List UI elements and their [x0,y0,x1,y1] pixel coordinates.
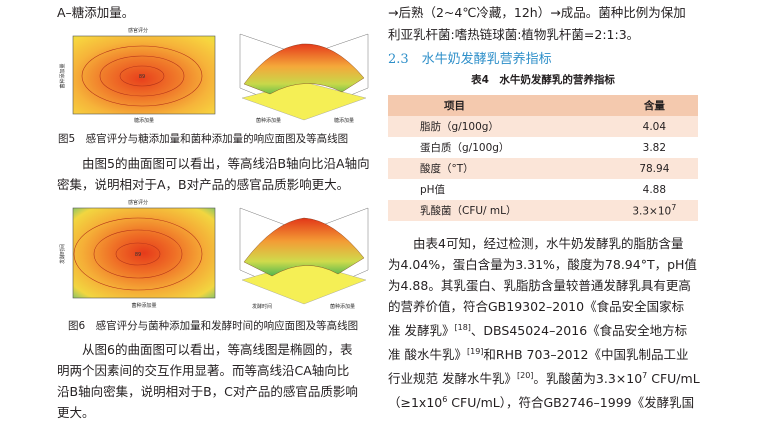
contour-center-value: 89 [135,252,141,258]
text-line: A–糖添加量。 [57,5,135,20]
figure-5-caption: 图5 感官评分与糖添加量和菌种添加量的响应面图及等高线图 [58,133,349,145]
value-exponent: 7 [671,203,677,213]
table-cell: 脂肪（g/100g） [388,116,611,137]
exponent: 7 [642,371,648,381]
text-line: （≥1x106 CFU/mL），符合GB2746–1999《发酵乳国 [388,395,695,411]
surface-ylabel: 糖添加量 [334,117,354,124]
table-cell: 酸度（°T） [388,158,611,179]
response-surface [243,43,365,95]
contour-ylabel: 发酵时间 [59,244,66,264]
nutrition-table: 项目 含量 脂肪（g/100g） 4.04 蛋白质（g/100g） 3.82 酸… [388,95,698,221]
contour-line [119,65,165,87]
table-cell: 3.3×107 [610,200,698,221]
table-cell: 4.04 [610,116,698,137]
contour-area [73,208,215,298]
text-line: 利亚乳杆菌:嗜热链球菌:植物乳杆菌=2:1:3。 [388,27,640,42]
table-cell: 78.94 [610,158,698,179]
contour-plot: 感官评分 89 菌种添加量 糖添加量 [59,27,216,124]
paragraph: 由表4可知，经过检测，水牛奶发酵乳的脂肪含量 为4.04%，蛋白含量为3.31%… [388,233,769,414]
contour-line [93,229,183,279]
surface-plot: 发酵时间 菌种添加量 [239,207,369,310]
response-surface [243,217,365,277]
figure-6-caption: 图6 感官评分与菌种添加量和发酵时间的响应面图及等高线图 [68,320,359,332]
contour-area [73,36,215,114]
text-line: 准 发酵乳》[18]、DBS45024–2016《食品安全地方标 [388,323,688,339]
table-cell: pH值 [420,184,446,196]
table-cell: 3.82 [642,141,667,154]
text-line: 行业规范 发酵水牛乳》[20]。乳酸菌为3.3×107 CFU/mL [388,371,700,387]
contour-xlabel: 糖添加量 [134,117,154,124]
contour-title: 感官评分 [128,199,148,206]
text-line: 准 酸水牛乳》[19]和RHB 703–2012《中国乳制品工业 [388,347,689,363]
text-line: 由图5的曲面图可以看出，等高线沿B轴向比沿A轴向 [82,156,370,171]
contour-line [81,45,203,107]
surface-xlabel: 发酵时间 [252,303,272,310]
contour-line [115,242,161,266]
table-row: 酸度（°T） 78.94 [388,158,698,179]
table-header: 项目 [388,95,611,116]
contour-line [99,55,185,97]
text-line: 沿B轴向密集，说明相对于B，C对产品的感官品质影响 [57,384,358,399]
plot-frame [72,207,216,299]
citation: [20] [516,371,534,381]
table-row: 乳酸菌（CFU/ mL） 3.3×107 [388,200,698,221]
plot-frame [72,35,216,115]
figure-5: 感官评分 89 菌种添加量 糖添加量 菌种添加量 糖添加 [58,26,378,126]
text-line: 更大。 [57,405,95,420]
surface-ylabel: 菌种添加量 [330,303,355,310]
exponent: 6 [442,395,448,405]
contour-xlabel: 菌种添加量 [131,302,156,309]
figure-6: 感官评分 89 发酵时间 菌种添加量 发酵时间 菌种添加 [58,198,378,312]
table-row: 蛋白质（g/100g） 3.82 [388,137,698,158]
paragraph: 由图5的曲面图可以看出，等高线沿B轴向比沿A轴向 密集，说明相对于A，B对产品的… [57,153,378,195]
contour-line [73,217,203,291]
section-heading: 2.3 水牛奶发酵乳营养指标 [388,52,552,67]
contour-plot: 感官评分 89 发酵时间 菌种添加量 [59,199,216,309]
paragraph: 从图6的曲面图可以看出，等高线图是椭圆的，表 明两个因素间的交互作用显著。而等高… [57,339,378,423]
surface-xlabel: 菌种添加量 [256,117,281,124]
text-line: 为4.88。其乳蛋白、乳脂肪含量较普通发酵乳具有更高 [388,278,691,293]
table-header: 含量 [610,95,698,116]
text-line: 由表4可知，经过检测，水牛奶发酵乳的脂肪含量 [413,236,684,251]
text-line: 明两个因素间的交互作用显著。而等高线沿CA轴向比 [57,363,350,378]
table-cell: 4.88 [642,183,667,196]
citation: [18] [454,323,471,332]
text-line: 密集，说明相对于A，B对产品的感官品质影响更大。 [57,177,350,192]
text-line: 从图6的曲面图可以看出，等高线图是椭圆的，表 [82,342,353,357]
surface-plot: 菌种添加量 糖添加量 [239,33,369,124]
citation: [19] [466,347,484,357]
value-base: 3.3×10 [632,205,672,218]
text-line: →后熟（2~4℃冷藏，12h）→成品。菌种比例为保加 [388,5,686,20]
contour-title: 感官评分 [128,27,148,34]
text-line: 的营养价值，符合GB19302–2010《食品安全国家标 [388,299,685,314]
table-title: 表4 水牛奶发酵乳的营养指标 [471,74,615,86]
table-row: pH值 4.88 [388,179,698,200]
contour-center-value: 89 [139,74,145,80]
table-row: 脂肪（g/100g） 4.04 [388,116,698,137]
table-cell: 乳酸菌（CFU/ mL） [388,200,611,221]
contour-ylabel: 菌种添加量 [59,63,66,88]
table-header-row: 项目 含量 [388,95,698,116]
table-cell: 蛋白质（g/100g） [420,142,510,154]
text-line: 为4.04%，蛋白含量为3.31%，酸度为78.94°T，pH值 [388,257,697,272]
